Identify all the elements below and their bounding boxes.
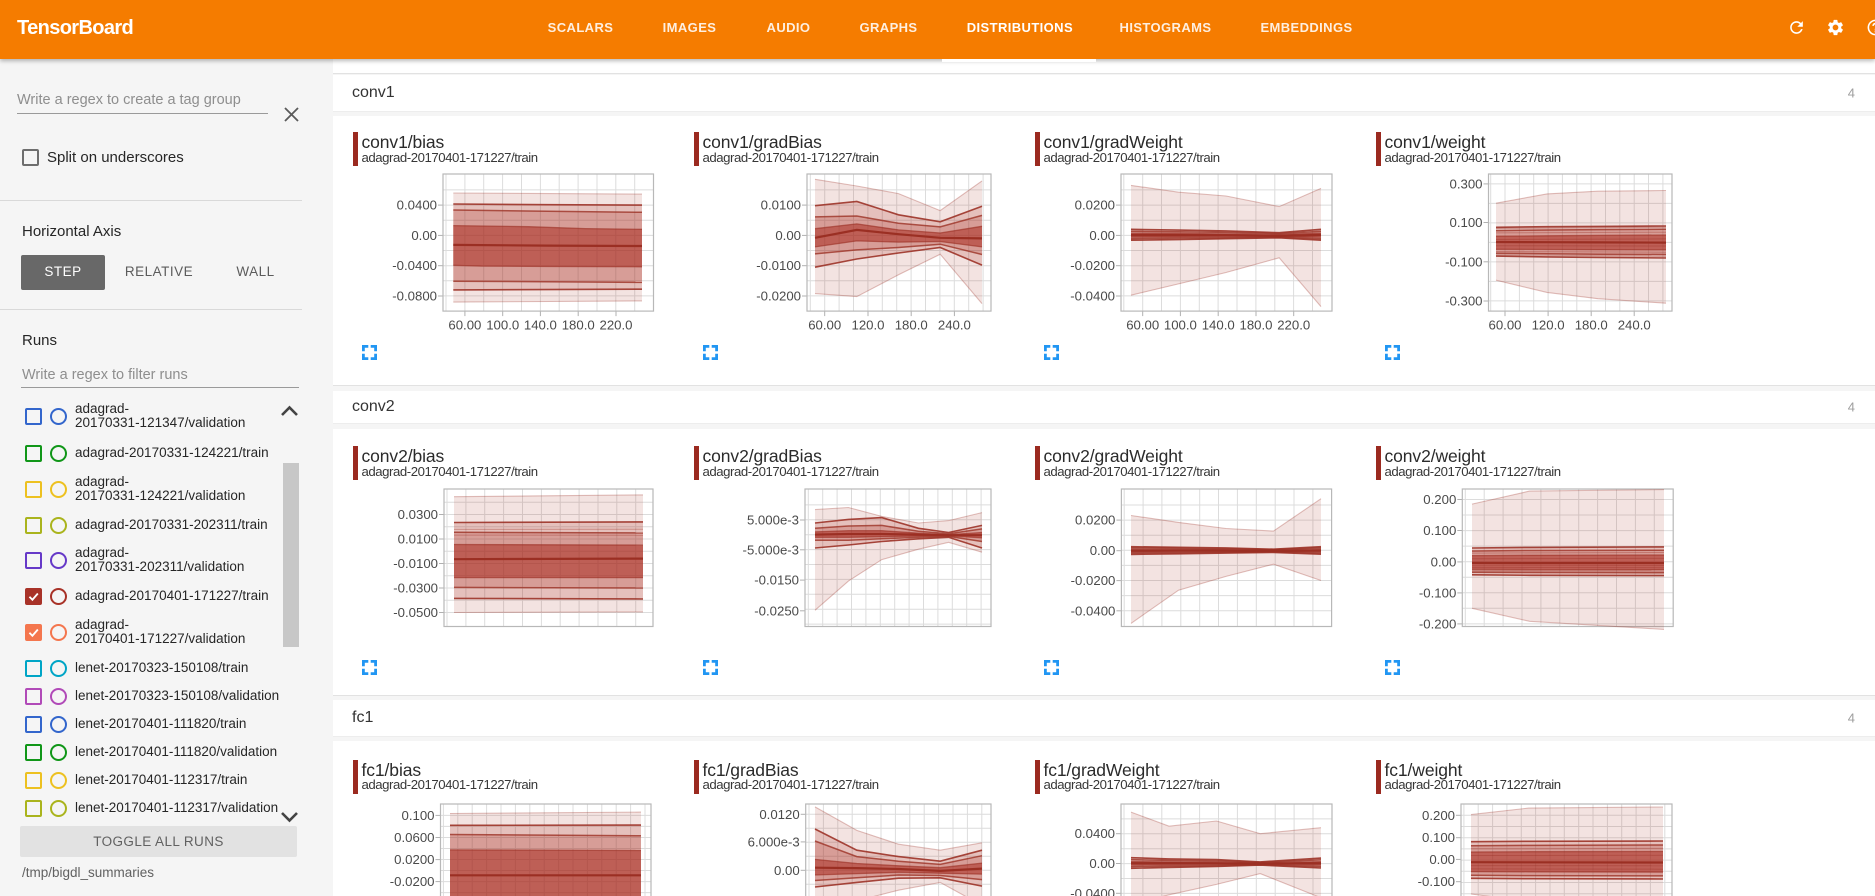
svg-text:0.100: 0.100 bbox=[1449, 215, 1482, 230]
svg-text:0.0300: 0.0300 bbox=[398, 507, 438, 522]
svg-text:240.0: 240.0 bbox=[938, 318, 971, 333]
svg-text:0.100: 0.100 bbox=[401, 807, 434, 822]
svg-text:0.0100: 0.0100 bbox=[398, 531, 438, 546]
svg-text:0.00: 0.00 bbox=[775, 228, 801, 243]
svg-text:-0.0400: -0.0400 bbox=[1070, 885, 1115, 895]
svg-text:60.00: 60.00 bbox=[808, 318, 841, 333]
svg-text:0.100: 0.100 bbox=[1423, 523, 1456, 538]
svg-text:-0.0200: -0.0200 bbox=[1071, 573, 1116, 588]
svg-text:0.00: 0.00 bbox=[411, 228, 437, 243]
svg-text:60.00: 60.00 bbox=[1126, 318, 1159, 333]
svg-text:60.00: 60.00 bbox=[448, 318, 481, 333]
svg-text:-0.0300: -0.0300 bbox=[393, 580, 438, 595]
svg-text:180.0: 180.0 bbox=[1575, 318, 1608, 333]
svg-text:-0.0100: -0.0100 bbox=[393, 556, 438, 571]
svg-text:0.00: 0.00 bbox=[1090, 543, 1116, 558]
svg-text:0.00: 0.00 bbox=[1429, 851, 1455, 866]
svg-text:-0.0100: -0.0100 bbox=[756, 258, 801, 273]
svg-text:60.00: 60.00 bbox=[1488, 318, 1521, 333]
svg-text:0.0100: 0.0100 bbox=[761, 198, 801, 213]
svg-text:-0.0200: -0.0200 bbox=[756, 289, 801, 304]
svg-text:-0.200: -0.200 bbox=[1419, 616, 1456, 631]
svg-text:-0.0500: -0.0500 bbox=[393, 605, 438, 620]
svg-text:0.100: 0.100 bbox=[1422, 830, 1455, 845]
svg-text:180.0: 180.0 bbox=[895, 318, 928, 333]
svg-text:180.0: 180.0 bbox=[562, 318, 595, 333]
svg-text:-0.0400: -0.0400 bbox=[1071, 603, 1116, 618]
svg-text:-5.000e-3: -5.000e-3 bbox=[743, 542, 799, 557]
svg-text:0.00: 0.00 bbox=[1089, 228, 1115, 243]
svg-text:-0.0400: -0.0400 bbox=[392, 258, 437, 273]
svg-text:-0.0150: -0.0150 bbox=[754, 572, 799, 587]
svg-text:-0.100: -0.100 bbox=[1419, 585, 1456, 600]
svg-text:0.0200: 0.0200 bbox=[394, 852, 434, 867]
svg-text:0.0200: 0.0200 bbox=[1075, 512, 1115, 527]
svg-text:220.0: 220.0 bbox=[1277, 318, 1310, 333]
svg-text:-0.0400: -0.0400 bbox=[1070, 289, 1115, 304]
svg-text:-0.100: -0.100 bbox=[1418, 874, 1455, 889]
svg-text:100.0: 100.0 bbox=[486, 318, 519, 333]
svg-text:180.0: 180.0 bbox=[1239, 318, 1272, 333]
svg-text:-0.300: -0.300 bbox=[1445, 294, 1482, 309]
svg-text:-0.100: -0.100 bbox=[1445, 254, 1482, 269]
svg-text:0.0200: 0.0200 bbox=[1075, 198, 1115, 213]
svg-text:-0.0250: -0.0250 bbox=[754, 603, 799, 618]
svg-text:6.000e-3: 6.000e-3 bbox=[748, 834, 800, 849]
svg-text:100.0: 100.0 bbox=[1164, 318, 1197, 333]
svg-text:140.0: 140.0 bbox=[524, 318, 557, 333]
svg-text:0.00: 0.00 bbox=[774, 862, 800, 877]
svg-text:0.00: 0.00 bbox=[1431, 554, 1457, 569]
svg-text:0.200: 0.200 bbox=[1423, 492, 1456, 507]
svg-text:140.0: 140.0 bbox=[1202, 318, 1235, 333]
svg-text:0.200: 0.200 bbox=[1422, 807, 1455, 822]
svg-text:0.0600: 0.0600 bbox=[394, 830, 434, 845]
svg-text:-0.0200: -0.0200 bbox=[390, 874, 435, 889]
svg-text:120.0: 120.0 bbox=[1532, 318, 1565, 333]
svg-text:0.00: 0.00 bbox=[1089, 856, 1115, 871]
svg-text:240.0: 240.0 bbox=[1618, 318, 1651, 333]
svg-text:120.0: 120.0 bbox=[851, 318, 884, 333]
svg-text:-0.0200: -0.0200 bbox=[1070, 258, 1115, 273]
svg-text:5.000e-3: 5.000e-3 bbox=[747, 512, 799, 527]
svg-text:0.0120: 0.0120 bbox=[759, 806, 799, 821]
svg-text:0.300: 0.300 bbox=[1449, 176, 1482, 191]
svg-text:-0.0800: -0.0800 bbox=[392, 289, 437, 304]
svg-text:0.0400: 0.0400 bbox=[1075, 826, 1115, 841]
svg-text:220.0: 220.0 bbox=[599, 318, 632, 333]
svg-text:0.0400: 0.0400 bbox=[397, 198, 437, 213]
